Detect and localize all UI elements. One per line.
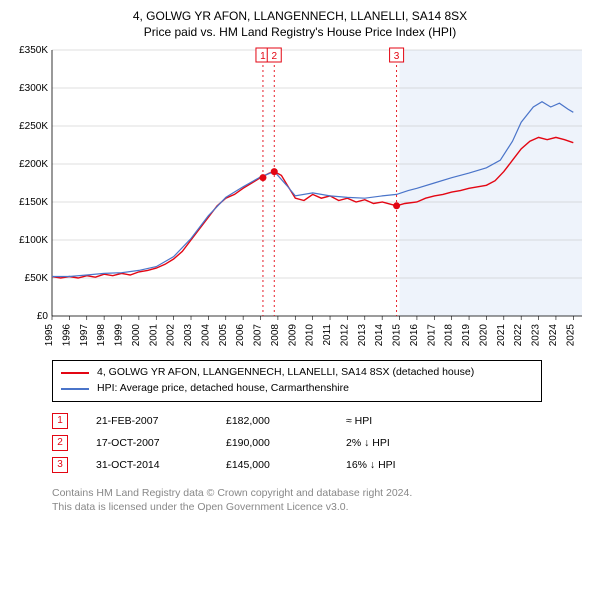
svg-text:2010: 2010	[305, 324, 316, 347]
svg-text:2001: 2001	[148, 324, 159, 347]
svg-text:2003: 2003	[183, 324, 194, 347]
svg-text:2013: 2013	[357, 324, 368, 347]
transaction-delta: ≈ HPI	[346, 415, 542, 427]
svg-text:£200K: £200K	[19, 159, 48, 170]
line-chart: £0 £50K £100K £150K £200K £250K £300K £350K 1995…	[8, 44, 592, 354]
transaction-row: 2 17-OCT-2007£190,0002% ↓ HPI	[52, 432, 542, 454]
transaction-delta: 16% ↓ HPI	[346, 459, 542, 471]
transaction-price: £182,000	[226, 415, 346, 427]
svg-text:1997: 1997	[79, 324, 90, 347]
transaction-date: 17-OCT-2007	[96, 437, 226, 449]
title-line-2: Price paid vs. HM Land Registry's House …	[8, 24, 592, 40]
svg-text:2017: 2017	[426, 324, 437, 347]
svg-text:1: 1	[260, 51, 266, 62]
svg-text:2024: 2024	[548, 324, 559, 347]
transaction-date: 21-FEB-2007	[96, 415, 226, 427]
svg-text:2016: 2016	[409, 324, 420, 347]
transaction-row: 3 31-OCT-2014£145,00016% ↓ HPI	[52, 454, 542, 476]
svg-text:1996: 1996	[61, 324, 72, 347]
svg-text:3: 3	[394, 51, 400, 62]
svg-text:£350K: £350K	[19, 45, 48, 56]
svg-text:2008: 2008	[270, 324, 281, 347]
svg-text:2009: 2009	[287, 324, 298, 347]
legend-swatch	[61, 388, 89, 390]
title-line-1: 4, GOLWG YR AFON, LLANGENNECH, LLANELLI,…	[8, 8, 592, 24]
legend-row: 4, GOLWG YR AFON, LLANGENNECH, LLANELLI,…	[61, 365, 533, 381]
transaction-price: £145,000	[226, 459, 346, 471]
svg-text:£100K: £100K	[19, 235, 48, 246]
transaction-delta: 2% ↓ HPI	[346, 437, 542, 449]
svg-text:2000: 2000	[131, 324, 142, 347]
svg-text:2006: 2006	[235, 324, 246, 347]
svg-text:2021: 2021	[496, 324, 507, 347]
svg-text:2002: 2002	[166, 324, 177, 347]
svg-text:2015: 2015	[392, 324, 403, 347]
chart-title-block: 4, GOLWG YR AFON, LLANGENNECH, LLANELLI,…	[8, 8, 592, 40]
legend-label: HPI: Average price, detached house, Carm…	[97, 381, 349, 397]
svg-text:2005: 2005	[218, 324, 229, 347]
transaction-marker: 2	[52, 435, 68, 451]
svg-text:2025: 2025	[565, 324, 576, 347]
svg-text:£0: £0	[37, 311, 49, 322]
svg-text:2011: 2011	[322, 324, 333, 346]
svg-text:£250K: £250K	[19, 121, 48, 132]
svg-text:2004: 2004	[200, 324, 211, 347]
attribution-line-2: This data is licensed under the Open Gov…	[52, 500, 542, 514]
svg-text:1999: 1999	[114, 324, 125, 347]
transaction-marker: 1	[52, 413, 68, 429]
legend: 4, GOLWG YR AFON, LLANGENNECH, LLANELLI,…	[52, 360, 542, 402]
transaction-date: 31-OCT-2014	[96, 459, 226, 471]
svg-text:2014: 2014	[374, 324, 385, 347]
transactions-table: 1 21-FEB-2007£182,000≈ HPI 2 17-OCT-2007£19…	[52, 410, 542, 476]
svg-text:£150K: £150K	[19, 197, 48, 208]
svg-text:2020: 2020	[478, 324, 489, 347]
svg-text:2018: 2018	[444, 324, 455, 347]
attribution: Contains HM Land Registry data © Crown c…	[52, 486, 542, 514]
svg-text:2: 2	[271, 51, 277, 62]
transaction-marker: 3	[52, 457, 68, 473]
svg-text:1995: 1995	[44, 324, 55, 347]
chart-container: £0 £50K £100K £150K £200K £250K £300K £350K 1995…	[8, 44, 592, 354]
svg-text:1998: 1998	[96, 324, 107, 347]
svg-text:2019: 2019	[461, 324, 472, 347]
svg-text:2023: 2023	[531, 324, 542, 347]
svg-text:£50K: £50K	[25, 273, 49, 284]
transaction-row: 1 21-FEB-2007£182,000≈ HPI	[52, 410, 542, 432]
svg-text:2012: 2012	[339, 324, 350, 347]
legend-label: 4, GOLWG YR AFON, LLANGENNECH, LLANELLI,…	[97, 365, 474, 381]
attribution-line-1: Contains HM Land Registry data © Crown c…	[52, 486, 542, 500]
svg-text:£300K: £300K	[19, 83, 48, 94]
legend-swatch	[61, 372, 89, 374]
legend-row: HPI: Average price, detached house, Carm…	[61, 381, 533, 397]
svg-text:2022: 2022	[513, 324, 524, 347]
svg-text:2007: 2007	[253, 324, 264, 347]
transaction-price: £190,000	[226, 437, 346, 449]
